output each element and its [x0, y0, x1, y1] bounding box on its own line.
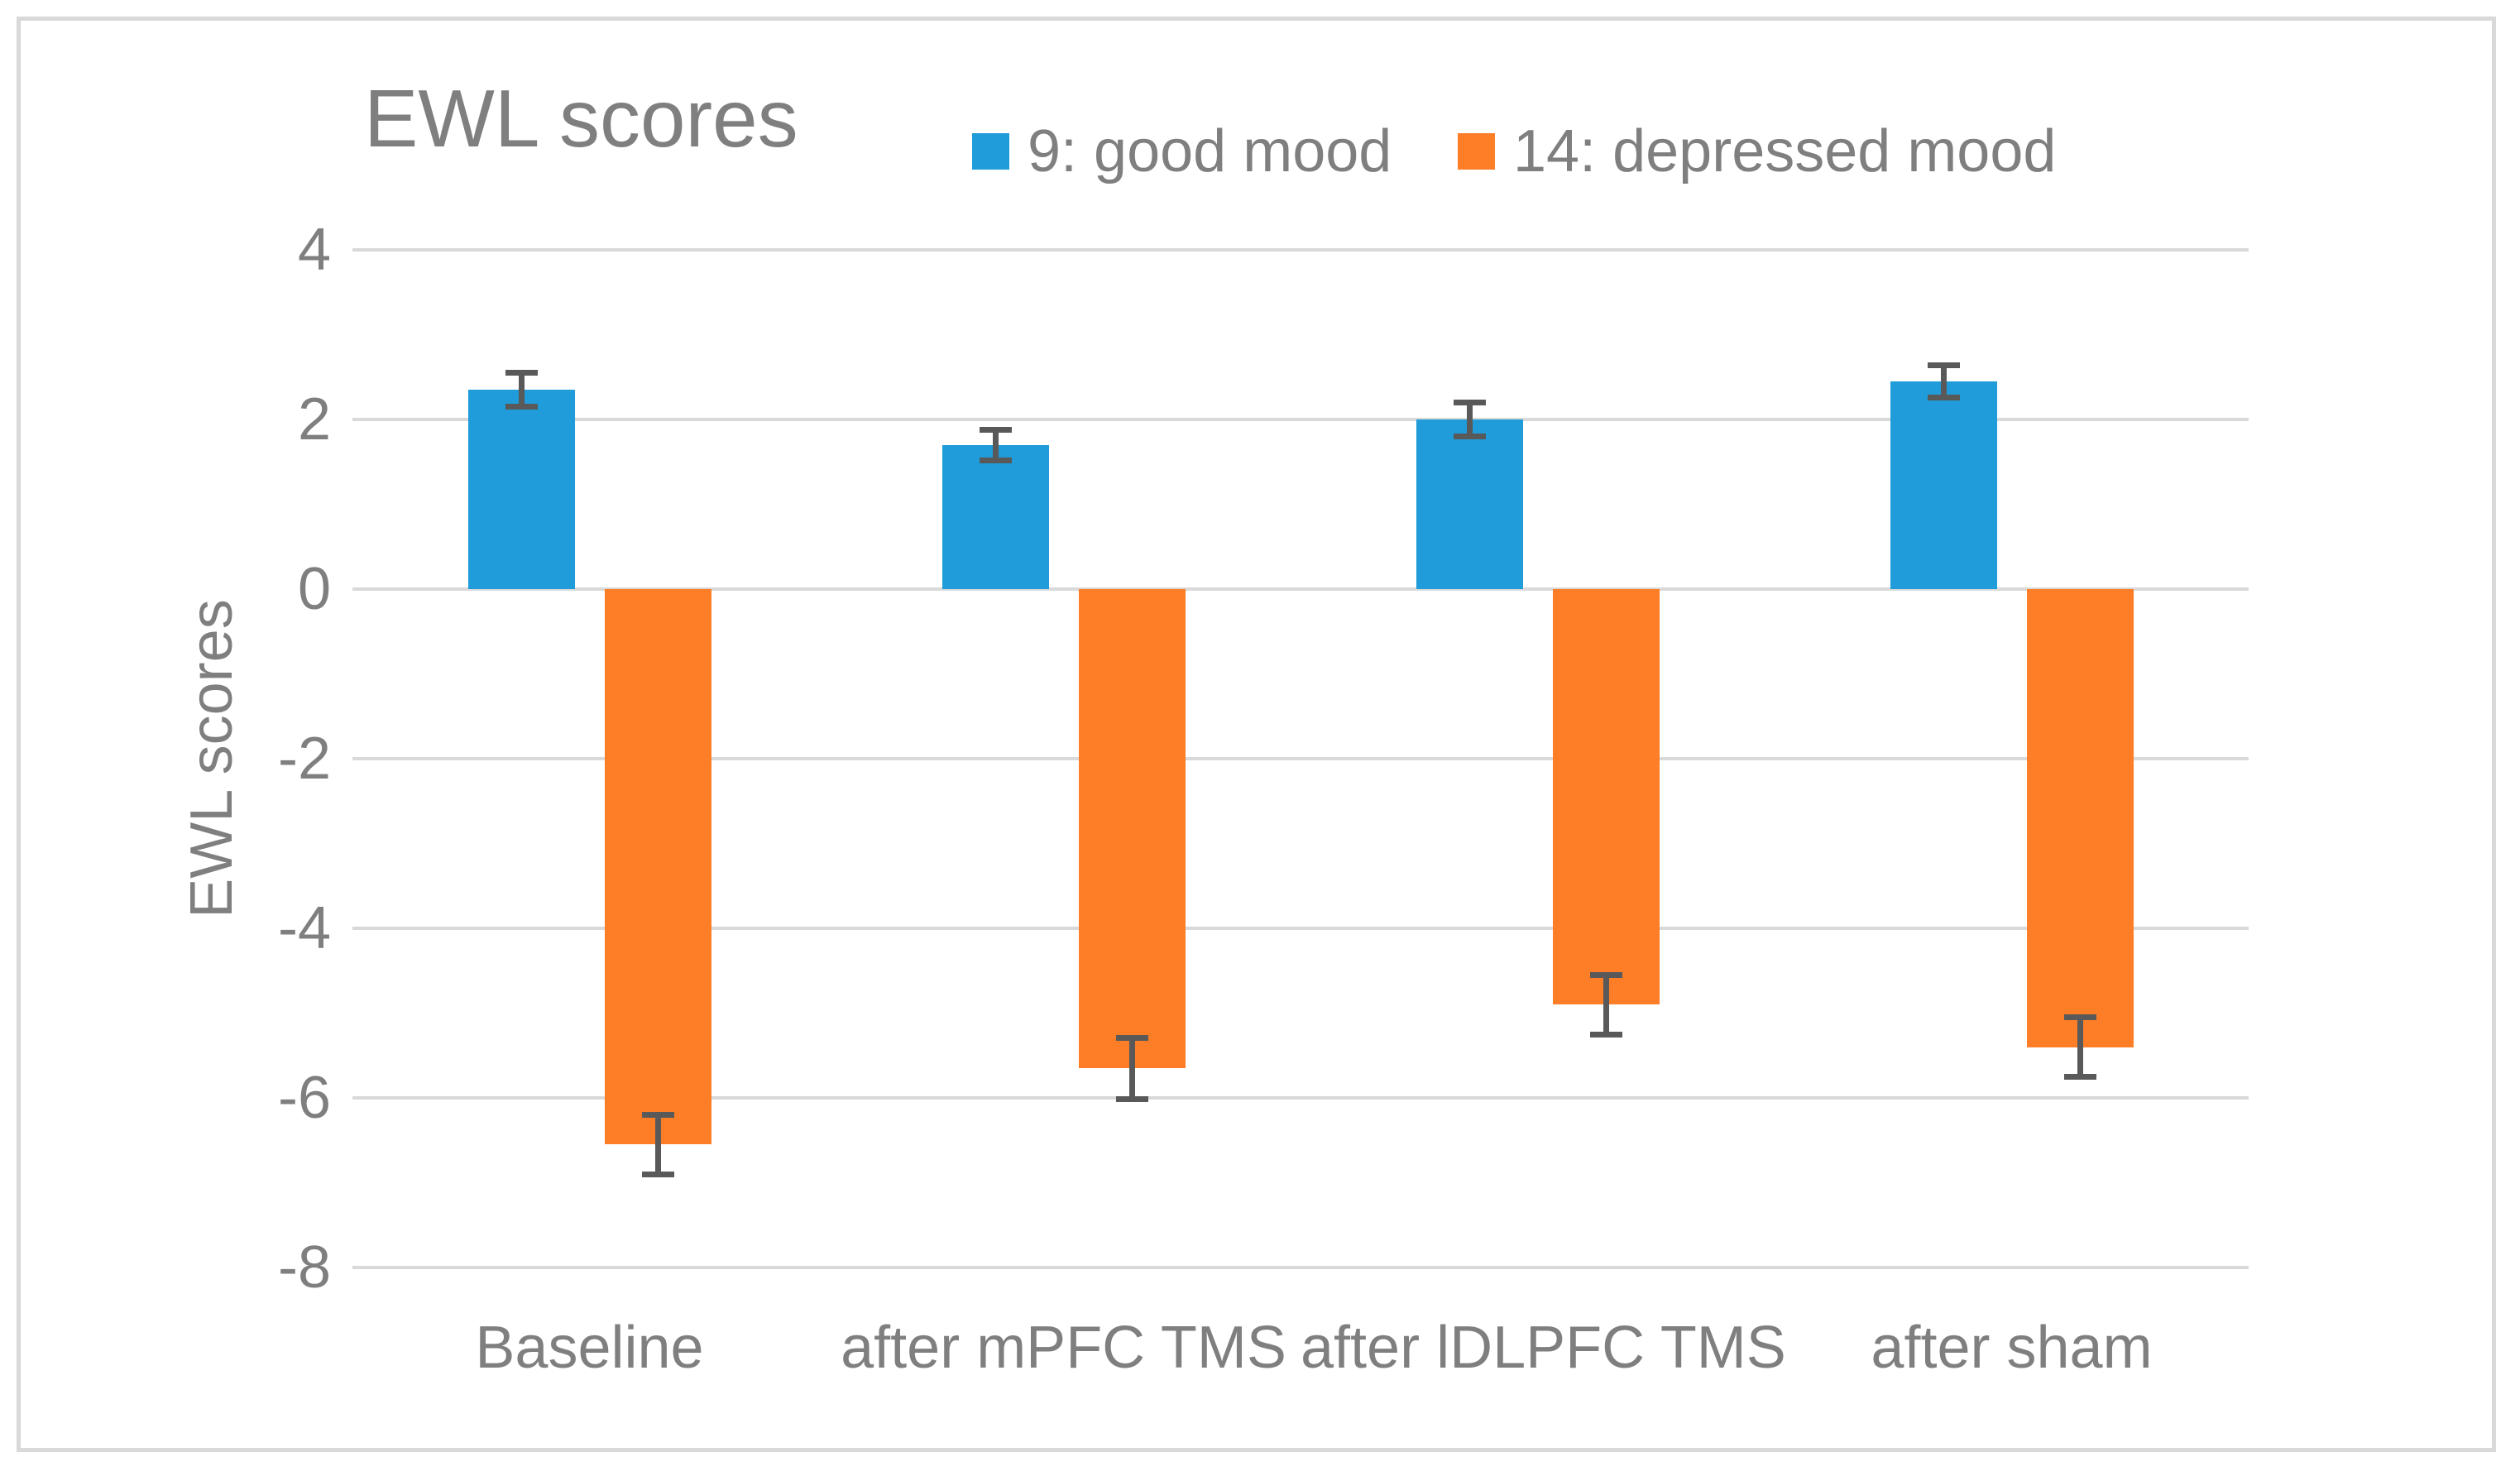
y-tick-label--2: -2	[277, 726, 331, 792]
gridline-y--8	[352, 1266, 2249, 1269]
bar-good-mood-after-mpfc-tms	[941, 444, 1049, 589]
error-bar-cap-top-depressed-mood-baseline	[641, 1112, 674, 1118]
legend-item-good-mood: 9: good mood	[972, 114, 1392, 189]
error-bar-good-mood-after-ldlpfc-tms	[1466, 402, 1473, 437]
legend-label-good-mood: 9: good mood	[1028, 118, 1392, 184]
chart-title: EWL scores	[364, 73, 798, 164]
bar-good-mood-baseline	[467, 390, 575, 589]
error-bar-depressed-mood-after-mpfc-tms	[1128, 1038, 1135, 1100]
bar-depressed-mood-after-mpfc-tms	[1078, 589, 1186, 1069]
y-tick-label-2: 2	[297, 386, 331, 453]
error-bar-cap-bottom-depressed-mood-after-ldlpfc-tms	[1589, 1031, 1622, 1038]
error-bar-depressed-mood-baseline	[654, 1114, 661, 1175]
gridline-y--6	[352, 1096, 2249, 1100]
y-tick-label--6: -6	[277, 1065, 331, 1131]
y-tick-label-0: 0	[297, 556, 331, 622]
gridline-y-2	[352, 418, 2249, 421]
error-bar-cap-bottom-good-mood-baseline	[505, 404, 538, 410]
error-bar-depressed-mood-after-ldlpfc-tms	[1603, 975, 1609, 1035]
x-category-label-after-ldlpfc-tms: after lDLPFC TMS	[1301, 1315, 1786, 1381]
error-bar-cap-top-depressed-mood-after-ldlpfc-tms	[1589, 971, 1622, 978]
y-tick-label--8: -8	[277, 1234, 331, 1301]
y-tick-label-4: 4	[297, 217, 331, 283]
x-category-label-baseline: Baseline	[475, 1315, 704, 1381]
legend-label-depressed-mood: 14: depressed mood	[1513, 118, 2057, 184]
error-bar-cap-top-good-mood-after-ldlpfc-tms	[1453, 400, 1486, 405]
error-bar-depressed-mood-after-sham	[2077, 1017, 2083, 1077]
bar-good-mood-after-sham	[1890, 381, 1997, 589]
error-bar-cap-top-good-mood-after-sham	[1927, 362, 1960, 368]
error-bar-cap-bottom-good-mood-after-mpfc-tms	[979, 457, 1012, 463]
gridline-y-0	[352, 587, 2249, 591]
error-bar-cap-bottom-good-mood-after-ldlpfc-tms	[1453, 434, 1486, 439]
error-bar-cap-top-depressed-mood-after-sham	[2063, 1014, 2096, 1021]
bar-depressed-mood-after-sham	[2026, 589, 2134, 1047]
error-bar-cap-bottom-depressed-mood-after-sham	[2063, 1073, 2096, 1080]
error-bar-cap-bottom-good-mood-after-sham	[1927, 394, 1960, 400]
bar-good-mood-after-ldlpfc-tms	[1416, 419, 1523, 589]
error-bar-cap-top-good-mood-after-mpfc-tms	[979, 426, 1012, 433]
gridline-y--4	[352, 927, 2249, 930]
legend-swatch-depressed-mood-icon	[1458, 133, 1495, 170]
error-bar-cap-top-depressed-mood-after-mpfc-tms	[1115, 1034, 1148, 1041]
error-bar-good-mood-baseline	[518, 372, 525, 407]
gridline-y-4	[352, 248, 2249, 252]
error-bar-cap-bottom-depressed-mood-baseline	[641, 1171, 674, 1177]
x-category-label-after-sham: after sham	[1871, 1315, 2153, 1381]
x-category-label-after-mpfc-tms: after mPFC TMS	[841, 1315, 1286, 1381]
plot-area	[352, 248, 2249, 1269]
bar-depressed-mood-baseline	[604, 589, 711, 1145]
error-bar-cap-bottom-depressed-mood-after-mpfc-tms	[1115, 1095, 1148, 1102]
gridline-y--2	[352, 757, 2249, 760]
legend-swatch-good-mood-icon	[972, 133, 1009, 170]
legend-item-depressed-mood: 14: depressed mood	[1458, 114, 2056, 189]
y-tick-label--4: -4	[277, 895, 331, 961]
error-bar-good-mood-after-sham	[1940, 365, 1947, 398]
error-bar-cap-top-good-mood-baseline	[505, 370, 538, 376]
bar-depressed-mood-after-ldlpfc-tms	[1552, 589, 1660, 1005]
error-bar-good-mood-after-mpfc-tms	[992, 429, 999, 461]
